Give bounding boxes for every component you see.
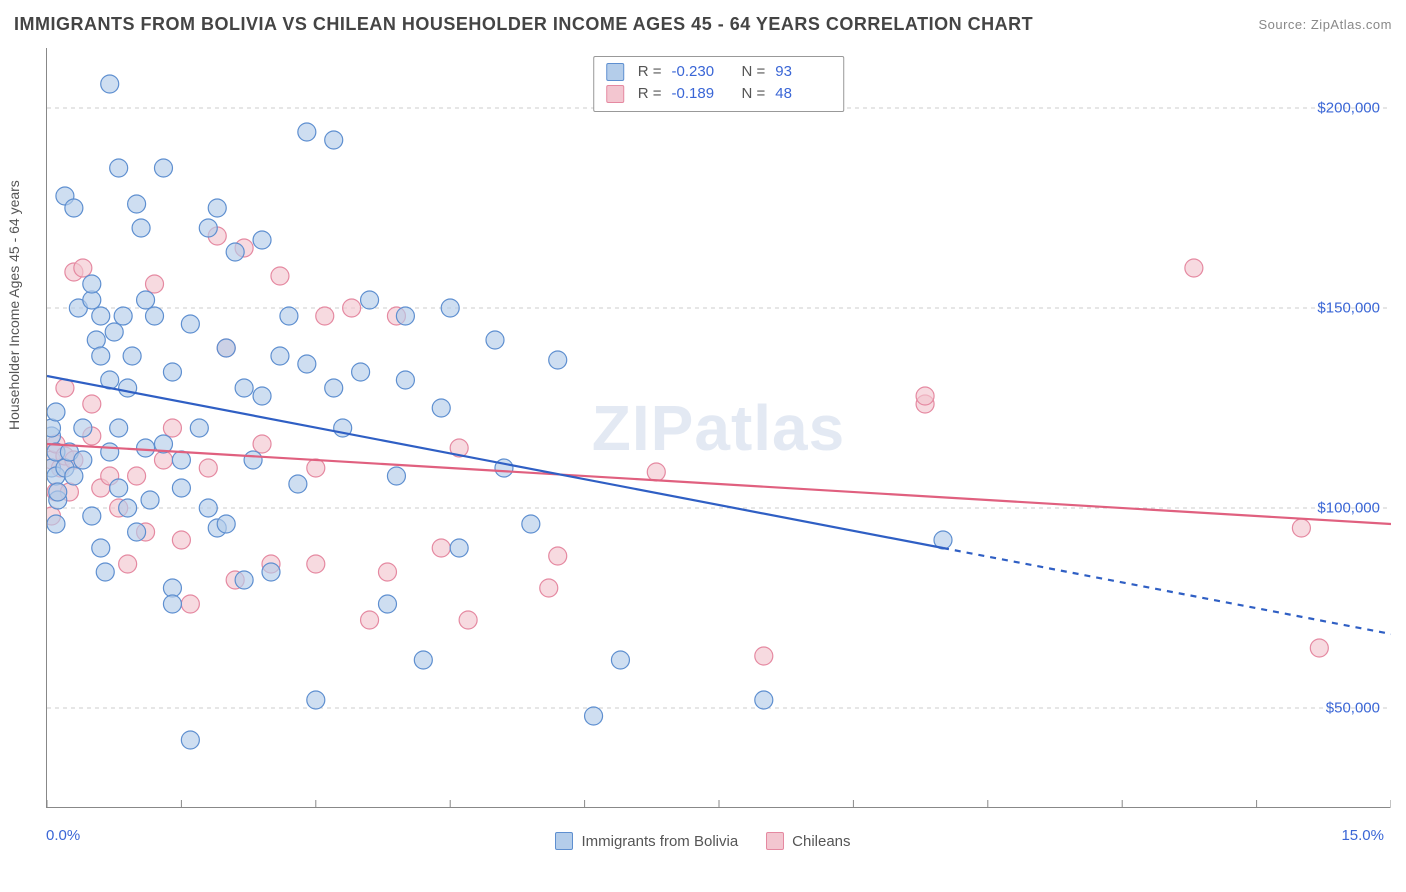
y-tick-label: $150,000 [1317,300,1380,317]
y-tick-label: $200,000 [1317,100,1380,117]
legend-swatch-chile [606,85,624,103]
legend-swatch-chile-icon [766,832,784,850]
y-tick-label: $100,000 [1317,500,1380,517]
correlation-legend: R = -0.230 N = 93 R = -0.189 N = 48 [593,56,845,112]
source-name: ZipAtlas.com [1311,17,1392,32]
r-value-chile: -0.189 [672,83,728,105]
n-label: N = [742,61,766,83]
r-value-bolivia: -0.230 [672,61,728,83]
chart-title: IMMIGRANTS FROM BOLIVIA VS CHILEAN HOUSE… [14,14,1033,35]
plot-area: ZIPatlas R = -0.230 N = 93 R = -0.189 N … [46,48,1390,808]
title-bar: IMMIGRANTS FROM BOLIVIA VS CHILEAN HOUSE… [14,14,1392,35]
r-label: R = [638,61,662,83]
legend-swatch-bolivia-icon [555,832,573,850]
series-legend: Immigrants from Bolivia Chileans [0,832,1406,850]
plot-svg [47,48,1391,808]
chart-container: IMMIGRANTS FROM BOLIVIA VS CHILEAN HOUSE… [0,0,1406,892]
legend-row-chile: R = -0.189 N = 48 [606,83,832,105]
r-label: R = [638,83,662,105]
n-label: N = [742,83,766,105]
legend-item-chile: Chileans [766,832,850,850]
y-tick-label: $50,000 [1326,700,1380,717]
source-label: Source: [1258,17,1310,32]
legend-item-bolivia: Immigrants from Bolivia [555,832,738,850]
legend-row-bolivia: R = -0.230 N = 93 [606,61,832,83]
legend-label-chile: Chileans [792,833,850,850]
n-value-chile: 48 [775,83,831,105]
n-value-bolivia: 93 [775,61,831,83]
source: Source: ZipAtlas.com [1258,17,1392,32]
y-axis-title: Householder Income Ages 45 - 64 years [6,180,22,430]
legend-label-bolivia: Immigrants from Bolivia [581,833,738,850]
legend-swatch-bolivia [606,63,624,81]
